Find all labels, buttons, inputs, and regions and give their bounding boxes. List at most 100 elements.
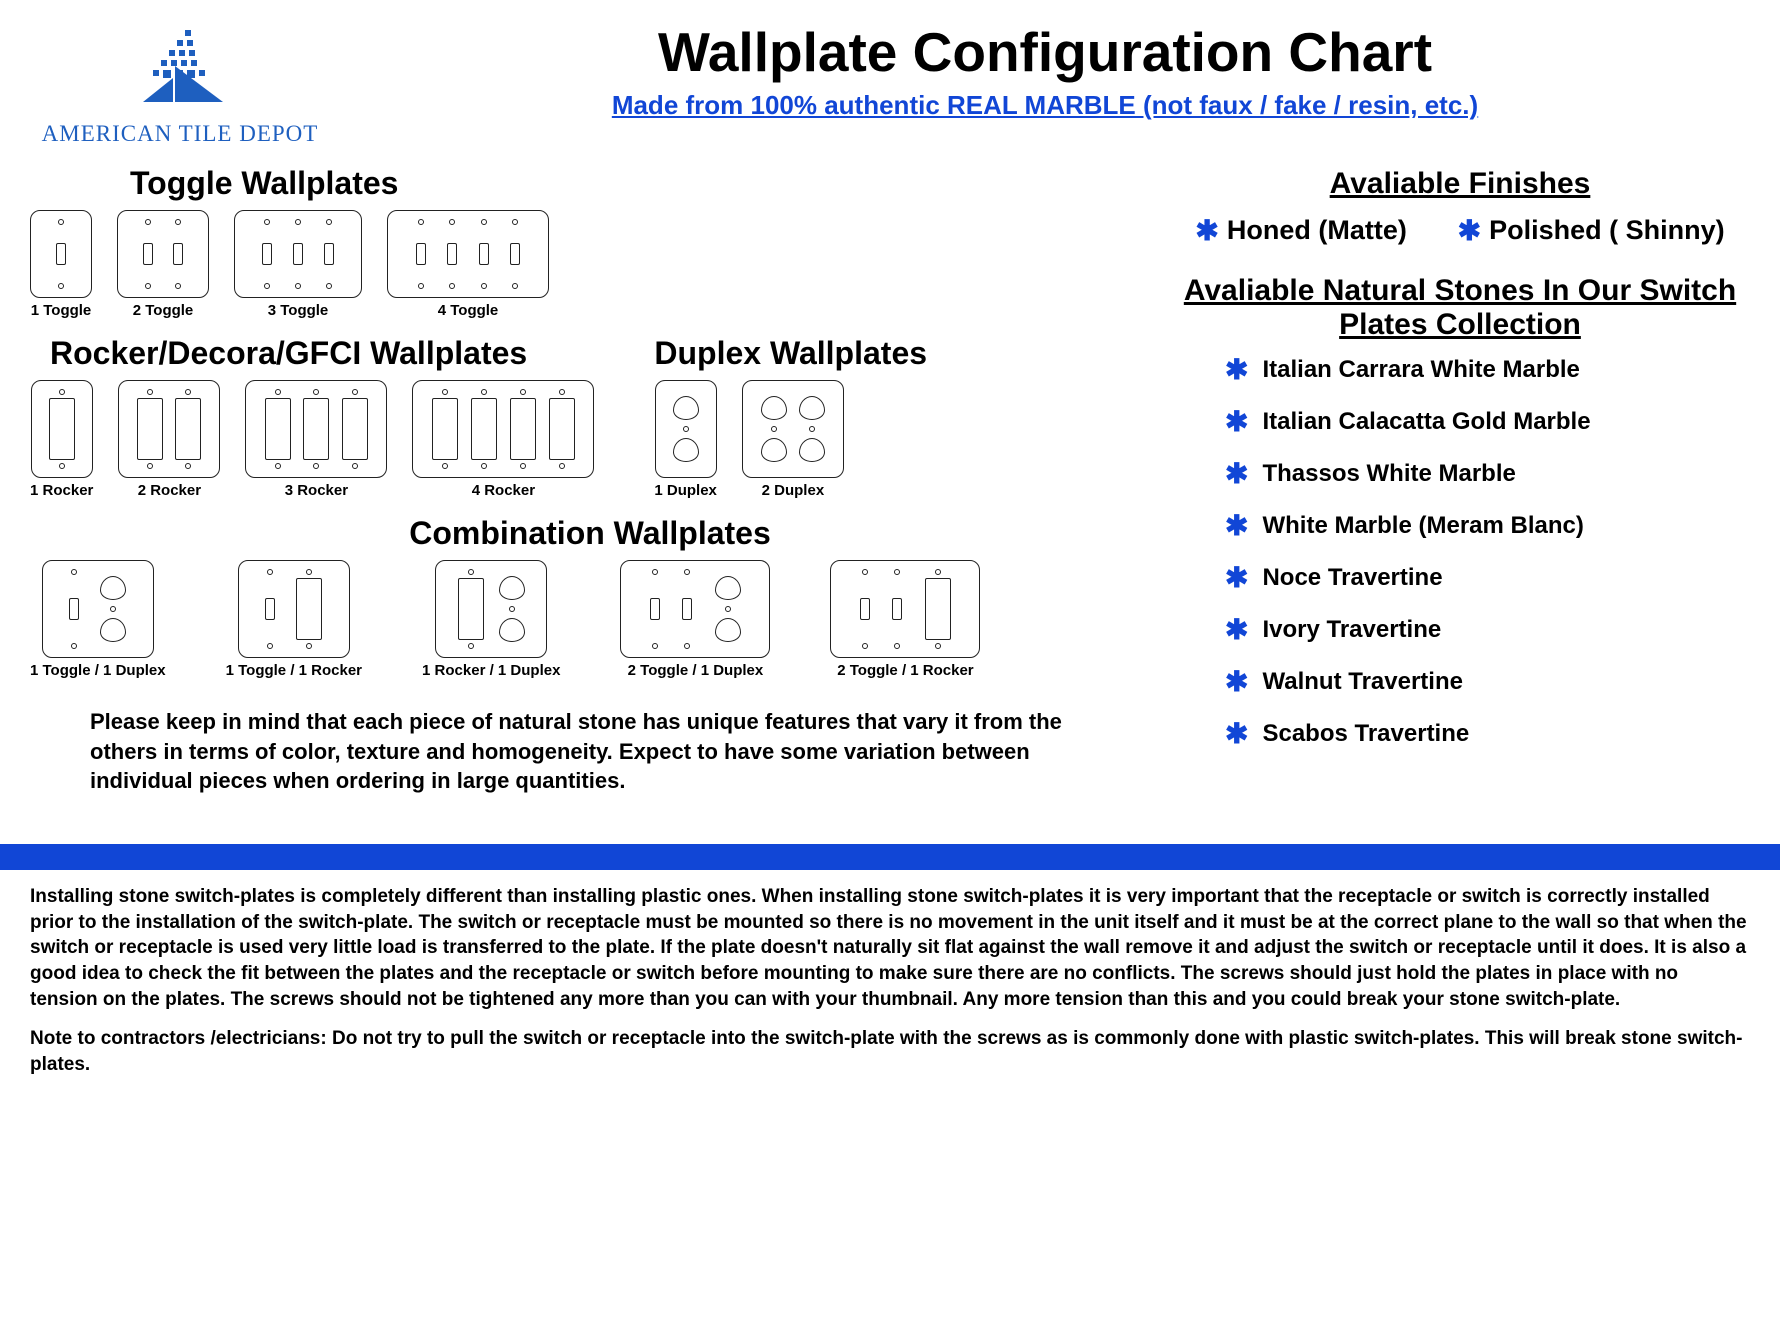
star-icon: ✱ [1225, 512, 1248, 540]
screw-icon [512, 283, 518, 289]
screw-icon [306, 569, 312, 575]
screw-icon [509, 606, 515, 612]
stone-label: Italian Carrara White Marble [1262, 356, 1579, 384]
toggle-switch-icon [416, 243, 426, 265]
screw-icon [481, 283, 487, 289]
plate-label: 1 Toggle [31, 302, 92, 319]
screw-icon [58, 283, 64, 289]
rocker-switch-icon [265, 398, 291, 460]
toggle-switch-icon [650, 598, 660, 620]
screw-icon [295, 283, 301, 289]
screw-icon [418, 219, 424, 225]
plate-label: 1 Toggle / 1 Rocker [226, 662, 362, 679]
screw-icon [468, 569, 474, 575]
plate-item: 1 Duplex [654, 380, 717, 499]
outlet-icon [799, 438, 825, 462]
toggle-gang [56, 219, 66, 289]
screw-icon [862, 569, 868, 575]
duplex-section: Duplex Wallplates 1 Duplex2 Duplex [654, 327, 927, 507]
screw-icon [175, 219, 181, 225]
rocker-switch-icon [471, 398, 497, 460]
toggle-switch-icon [293, 243, 303, 265]
plate-label: 2 Rocker [138, 482, 201, 499]
duplex-gang [100, 576, 126, 642]
screw-icon [481, 219, 487, 225]
screw-icon [267, 569, 273, 575]
toggle-gang [479, 219, 489, 289]
stone-label: Thassos White Marble [1262, 460, 1515, 488]
screw-icon [58, 219, 64, 225]
screw-icon [684, 643, 690, 649]
screw-icon [481, 463, 487, 469]
rocker-switch-icon [175, 398, 201, 460]
rocker-gang [303, 389, 329, 469]
toggle-row: 1 Toggle2 Toggle3 Toggle4 Toggle [30, 210, 1150, 319]
star-icon: ✱ [1225, 616, 1248, 644]
stone-label: Walnut Travertine [1262, 668, 1462, 696]
title-block: Wallplate Configuration Chart Made from … [340, 20, 1750, 121]
screw-icon [481, 389, 487, 395]
duplex-gang [715, 576, 741, 642]
screw-icon [894, 643, 900, 649]
toggle-gang [324, 219, 334, 289]
outlet-icon [761, 438, 787, 462]
screw-icon [442, 389, 448, 395]
rocker-gang [432, 389, 458, 469]
rocker-switch-icon [137, 398, 163, 460]
screw-icon [862, 643, 868, 649]
plate-label: 1 Toggle / 1 Duplex [30, 662, 166, 679]
screw-icon [935, 643, 941, 649]
toggle-gang [650, 569, 660, 649]
stone-item: ✱Walnut Travertine [1225, 668, 1750, 696]
toggle-switch-icon [682, 598, 692, 620]
toggle-switch-icon [173, 243, 183, 265]
outlet-icon [100, 576, 126, 600]
outlet-icon [100, 618, 126, 642]
outlet-icon [499, 618, 525, 642]
main-columns: Toggle Wallplates 1 Toggle2 Toggle3 Togg… [30, 157, 1750, 796]
duplex-gang [673, 396, 699, 462]
screw-icon [559, 389, 565, 395]
plate-item: 3 Rocker [245, 380, 387, 499]
subtitle-link[interactable]: Made from 100% authentic REAL MARBLE (no… [612, 90, 1478, 121]
screw-icon [306, 643, 312, 649]
stone-item: ✱ Thassos White Marble [1225, 460, 1750, 488]
toggle-switch-icon [324, 243, 334, 265]
stone-label: Ivory Travertine [1262, 616, 1441, 644]
rocker-gang [458, 569, 484, 649]
plate-item: 1 Rocker [30, 380, 93, 499]
plate-item: 2 Rocker [118, 380, 220, 499]
header: AMERICAN TILE DEPOT Wallplate Configurat… [30, 20, 1750, 147]
plate-label: 1 Rocker [30, 482, 93, 499]
rocker-gang [342, 389, 368, 469]
screw-icon [520, 463, 526, 469]
duplex-row: 1 Duplex 2 Duplex [654, 380, 927, 499]
wallplate-icon [655, 380, 717, 478]
screw-icon [264, 283, 270, 289]
plate-label: 1 Rocker / 1 Duplex [422, 662, 560, 679]
screw-icon [145, 283, 151, 289]
stone-label: Noce Travertine [1262, 564, 1442, 592]
outlet-icon [715, 618, 741, 642]
wallplate-icon [435, 560, 547, 658]
screw-icon [175, 283, 181, 289]
screw-icon [275, 389, 281, 395]
plate-item: 4 Rocker [412, 380, 594, 499]
rocker-switch-icon [458, 578, 484, 640]
wallplate-icon [31, 380, 93, 478]
outlet-icon [799, 396, 825, 420]
plate-item: 2 Toggle [117, 210, 209, 319]
outlet-icon [761, 396, 787, 420]
finishes-heading: Avaliable Finishes [1170, 167, 1750, 201]
star-icon: ✱ [1225, 460, 1248, 488]
rocker-title: Rocker/Decora/GFCI Wallplates [30, 335, 594, 372]
rocker-section: Rocker/Decora/GFCI Wallplates 1 Rocker 2 … [30, 327, 594, 507]
finish-label: Polished ( Shinny) [1489, 215, 1725, 246]
wallplate-icon [830, 560, 980, 658]
screw-icon [71, 569, 77, 575]
screw-icon [59, 389, 65, 395]
plate-item: 2 Duplex [742, 380, 844, 499]
toggle-switch-icon [510, 243, 520, 265]
plate-label: 2 Duplex [762, 482, 825, 499]
screw-icon [559, 463, 565, 469]
